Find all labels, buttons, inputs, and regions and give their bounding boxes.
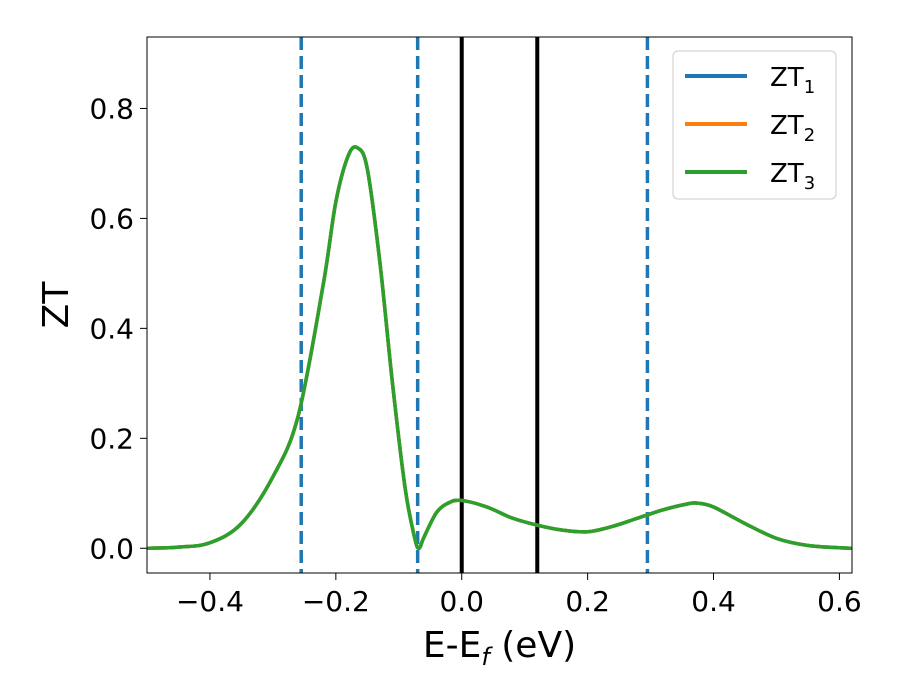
x-axis-label: E-Ef (eV) bbox=[423, 625, 576, 671]
x-tick-label-5: 0.6 bbox=[817, 585, 862, 618]
legend-box bbox=[672, 50, 837, 200]
y-tick-label-2: 0.4 bbox=[89, 312, 134, 345]
y-tick-label-4: 0.8 bbox=[89, 92, 134, 125]
x-tick-label-3: 0.2 bbox=[565, 585, 610, 618]
legend-label-3: ZT3 bbox=[770, 159, 815, 194]
x-tick-label-0: −0.4 bbox=[176, 585, 244, 618]
series-line-1 bbox=[146, 145, 853, 551]
legend-label-1: ZT1 bbox=[770, 63, 815, 98]
series-line-2 bbox=[146, 145, 853, 551]
x-axis-ticks: −0.4 −0.2 0.0 0.2 0.4 0.6 bbox=[176, 573, 862, 618]
y-tick-label-1: 0.2 bbox=[89, 422, 134, 455]
y-axis-label: ZT bbox=[36, 281, 77, 329]
series-line-3 bbox=[146, 145, 853, 551]
series-layer bbox=[146, 145, 853, 551]
legend: ZT1 ZT2 ZT3 bbox=[672, 50, 837, 200]
y-tick-label-3: 0.6 bbox=[89, 202, 134, 235]
legend-label-2: ZT2 bbox=[770, 111, 815, 146]
x-tick-label-1: −0.2 bbox=[302, 585, 370, 618]
x-tick-label-4: 0.4 bbox=[691, 585, 736, 618]
plot-frame bbox=[146, 36, 853, 574]
y-tick-label-0: 0.0 bbox=[89, 532, 134, 565]
x-tick-label-2: 0.0 bbox=[439, 585, 484, 618]
vertical-reference-lines bbox=[299, 37, 650, 573]
y-axis-ticks: 0.0 0.2 0.4 0.6 0.8 bbox=[89, 92, 147, 565]
